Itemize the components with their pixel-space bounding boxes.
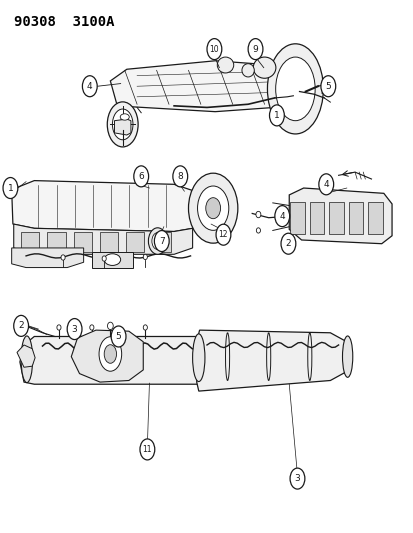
Ellipse shape bbox=[140, 439, 154, 460]
Polygon shape bbox=[290, 202, 304, 233]
Ellipse shape bbox=[154, 231, 169, 252]
Polygon shape bbox=[100, 232, 118, 252]
Ellipse shape bbox=[152, 232, 163, 249]
Text: 4: 4 bbox=[323, 180, 328, 189]
Text: 3: 3 bbox=[71, 325, 77, 334]
Text: 11: 11 bbox=[142, 445, 152, 454]
Polygon shape bbox=[309, 202, 324, 233]
Ellipse shape bbox=[173, 166, 187, 187]
Text: 90308  3100A: 90308 3100A bbox=[14, 14, 114, 29]
Ellipse shape bbox=[148, 228, 166, 254]
Polygon shape bbox=[12, 181, 204, 231]
Polygon shape bbox=[114, 119, 131, 135]
Ellipse shape bbox=[320, 76, 335, 96]
Ellipse shape bbox=[82, 76, 97, 96]
Polygon shape bbox=[289, 188, 391, 244]
Ellipse shape bbox=[275, 57, 314, 120]
Polygon shape bbox=[126, 232, 144, 252]
Ellipse shape bbox=[104, 254, 120, 265]
Ellipse shape bbox=[143, 325, 147, 330]
Polygon shape bbox=[196, 330, 349, 391]
Ellipse shape bbox=[107, 102, 138, 147]
Ellipse shape bbox=[57, 325, 61, 330]
Text: 9: 9 bbox=[252, 45, 258, 54]
Polygon shape bbox=[14, 224, 192, 254]
Ellipse shape bbox=[290, 468, 304, 489]
Ellipse shape bbox=[120, 114, 129, 120]
Polygon shape bbox=[12, 248, 83, 268]
Text: 1: 1 bbox=[7, 183, 13, 192]
Text: 3: 3 bbox=[294, 474, 299, 483]
Text: 4: 4 bbox=[279, 212, 285, 221]
Ellipse shape bbox=[102, 256, 106, 261]
Text: 10: 10 bbox=[209, 45, 219, 54]
Ellipse shape bbox=[61, 255, 65, 260]
Ellipse shape bbox=[111, 326, 126, 347]
Text: 12: 12 bbox=[218, 230, 228, 239]
Ellipse shape bbox=[274, 206, 289, 227]
Ellipse shape bbox=[99, 337, 121, 371]
Text: 2: 2 bbox=[285, 239, 290, 248]
Polygon shape bbox=[328, 202, 343, 233]
Polygon shape bbox=[74, 232, 92, 252]
Polygon shape bbox=[71, 330, 143, 382]
Text: 1: 1 bbox=[273, 111, 279, 120]
Ellipse shape bbox=[206, 335, 216, 378]
Ellipse shape bbox=[318, 174, 333, 195]
Ellipse shape bbox=[197, 186, 228, 230]
Polygon shape bbox=[47, 232, 65, 252]
Ellipse shape bbox=[269, 105, 284, 126]
Ellipse shape bbox=[256, 228, 260, 233]
Ellipse shape bbox=[119, 119, 126, 130]
Ellipse shape bbox=[216, 224, 230, 245]
Text: 5: 5 bbox=[115, 332, 121, 341]
Ellipse shape bbox=[90, 325, 94, 330]
Polygon shape bbox=[110, 61, 299, 112]
Polygon shape bbox=[17, 345, 35, 367]
Ellipse shape bbox=[192, 334, 204, 382]
Ellipse shape bbox=[21, 336, 33, 383]
Polygon shape bbox=[21, 232, 39, 252]
Text: 8: 8 bbox=[177, 172, 183, 181]
Ellipse shape bbox=[205, 198, 220, 219]
Text: 6: 6 bbox=[138, 172, 144, 181]
Ellipse shape bbox=[107, 322, 113, 329]
Ellipse shape bbox=[188, 173, 237, 243]
Ellipse shape bbox=[342, 336, 352, 377]
Ellipse shape bbox=[280, 233, 295, 254]
Ellipse shape bbox=[3, 177, 18, 198]
Polygon shape bbox=[367, 202, 382, 233]
Text: 4: 4 bbox=[87, 82, 93, 91]
Polygon shape bbox=[348, 202, 363, 233]
Ellipse shape bbox=[253, 57, 275, 78]
Ellipse shape bbox=[112, 109, 133, 140]
Ellipse shape bbox=[14, 316, 28, 336]
Ellipse shape bbox=[133, 166, 148, 187]
Text: 2: 2 bbox=[18, 321, 24, 330]
Polygon shape bbox=[92, 252, 133, 268]
Ellipse shape bbox=[104, 345, 116, 364]
Ellipse shape bbox=[217, 57, 233, 73]
Polygon shape bbox=[20, 336, 215, 384]
Ellipse shape bbox=[206, 38, 221, 60]
Ellipse shape bbox=[241, 63, 254, 77]
Polygon shape bbox=[152, 232, 171, 252]
Text: 7: 7 bbox=[159, 237, 164, 246]
Ellipse shape bbox=[143, 254, 147, 260]
Text: 5: 5 bbox=[325, 82, 330, 91]
Ellipse shape bbox=[255, 212, 260, 217]
Ellipse shape bbox=[67, 319, 82, 340]
Ellipse shape bbox=[247, 38, 262, 60]
Ellipse shape bbox=[267, 44, 323, 134]
